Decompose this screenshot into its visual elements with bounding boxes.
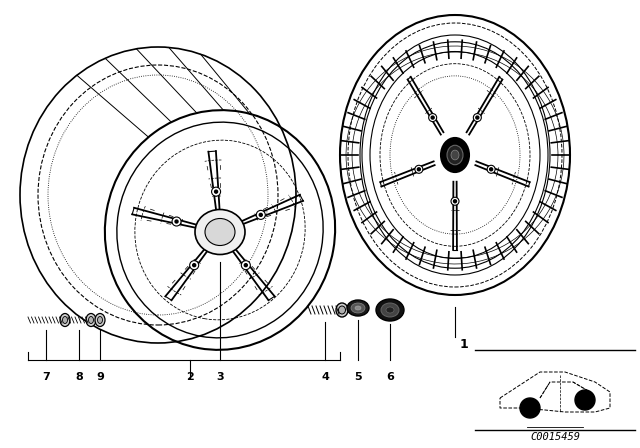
Circle shape (214, 190, 218, 193)
Ellipse shape (63, 316, 67, 323)
Text: 2: 2 (186, 372, 194, 382)
Ellipse shape (95, 314, 105, 327)
Circle shape (487, 165, 495, 173)
Text: 4: 4 (321, 372, 329, 382)
Text: 8: 8 (75, 372, 83, 382)
Circle shape (451, 197, 459, 205)
Circle shape (431, 116, 434, 119)
Ellipse shape (441, 138, 469, 172)
Ellipse shape (88, 316, 93, 323)
Ellipse shape (336, 303, 348, 317)
Circle shape (193, 264, 196, 267)
Ellipse shape (447, 145, 463, 165)
Ellipse shape (386, 307, 394, 313)
Circle shape (172, 217, 181, 226)
Text: 3: 3 (216, 372, 224, 382)
Ellipse shape (347, 300, 369, 316)
Circle shape (417, 168, 420, 171)
Circle shape (241, 261, 250, 270)
Ellipse shape (97, 316, 102, 323)
Text: C0015459: C0015459 (530, 432, 580, 442)
Text: 9: 9 (96, 372, 104, 382)
Ellipse shape (339, 306, 346, 314)
Ellipse shape (355, 306, 361, 310)
Circle shape (429, 114, 436, 121)
Ellipse shape (351, 303, 365, 313)
Ellipse shape (86, 314, 96, 327)
Circle shape (259, 213, 262, 216)
Circle shape (520, 398, 540, 418)
Ellipse shape (451, 150, 459, 160)
Text: 7: 7 (42, 372, 50, 382)
Circle shape (256, 211, 266, 220)
Circle shape (575, 390, 595, 410)
Circle shape (415, 165, 423, 173)
Circle shape (189, 261, 198, 270)
Text: 5: 5 (354, 372, 362, 382)
Text: 6: 6 (386, 372, 394, 382)
Ellipse shape (60, 314, 70, 327)
Circle shape (474, 114, 481, 121)
Circle shape (244, 264, 247, 267)
Circle shape (175, 220, 178, 223)
Circle shape (454, 200, 456, 203)
Text: 1: 1 (460, 339, 468, 352)
Ellipse shape (381, 303, 399, 317)
Ellipse shape (205, 219, 235, 246)
Circle shape (212, 187, 221, 196)
Circle shape (490, 168, 493, 171)
Ellipse shape (195, 210, 245, 254)
Circle shape (476, 116, 479, 119)
Ellipse shape (376, 299, 404, 321)
